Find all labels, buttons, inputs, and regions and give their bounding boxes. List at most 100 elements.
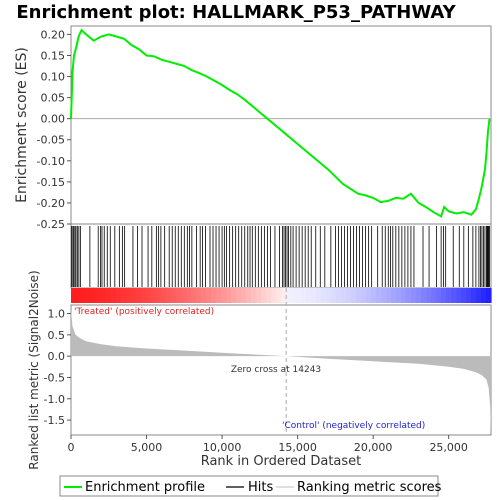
- color-bar-segment: [366, 288, 372, 303]
- metric-y-axis-label: Ranked list metric (Signal2Noise): [27, 270, 41, 469]
- metric-y-axis: 1.0 0.5 0.0 -0.5 -1.0 -1.5: [44, 308, 71, 427]
- legend-hits-label: Hits: [248, 480, 273, 495]
- color-bar-segment: [81, 288, 87, 303]
- color-bar-segment: [381, 288, 387, 303]
- color-bar-segment: [476, 288, 482, 303]
- color-bar-segment: [336, 288, 342, 303]
- color-bar-segment: [431, 288, 437, 303]
- color-bar-segment: [96, 288, 102, 303]
- es-y-tick-label: 0.10: [41, 71, 66, 84]
- color-bar-segment: [186, 288, 192, 303]
- color-bar-segment: [316, 288, 322, 303]
- color-bar-segment: [426, 288, 432, 303]
- color-bar-segment: [451, 288, 457, 303]
- metric-y-tick-label: 0.0: [48, 350, 66, 363]
- color-bar-segment: [231, 288, 237, 303]
- x-tick-label: 25,000: [429, 441, 468, 454]
- color-bar-segment: [466, 288, 472, 303]
- color-bar-segment: [461, 288, 467, 303]
- x-tick-label: 10,000: [203, 441, 242, 454]
- color-bar-segment: [256, 288, 262, 303]
- es-y-axis-label: Enrichment score (ES): [14, 47, 30, 203]
- color-bar-segment: [486, 288, 492, 303]
- color-bar-segment: [126, 288, 132, 303]
- color-bar-segment: [376, 288, 382, 303]
- color-bar-segment: [281, 288, 287, 303]
- hit-marks: [71, 226, 490, 287]
- es-y-axis: 0.20 0.15 0.10 0.05 0.00 -0.05 -0.10 -0.15 -0.20…: [37, 28, 71, 231]
- chart-title: Enrichment plot: HALLMARK_P53_PATHWAY: [16, 2, 456, 23]
- color-bar-segment: [76, 288, 82, 303]
- color-bar-segment: [71, 288, 77, 303]
- color-bar-segment: [111, 288, 117, 303]
- color-bar-segment: [331, 288, 337, 303]
- color-bar-segment: [471, 288, 477, 303]
- es-y-tick-label: -0.15: [37, 176, 65, 189]
- color-bar-segment: [306, 288, 312, 303]
- es-panel: [70, 25, 492, 225]
- color-bar-segment: [251, 288, 257, 303]
- color-bar-segment: [291, 288, 297, 303]
- metric-panel: [70, 304, 492, 436]
- color-bar-segment: [206, 288, 212, 303]
- color-bar-segment: [136, 288, 142, 303]
- es-y-tick-label: 0.20: [41, 28, 66, 41]
- color-bar-segment: [321, 288, 327, 303]
- legend-enrichment-label: Enrichment profile: [85, 480, 205, 495]
- color-bar-segment: [391, 288, 397, 303]
- color-bar-segment: [246, 288, 252, 303]
- color-bar-segment: [271, 288, 277, 303]
- color-bar-segment: [171, 288, 177, 303]
- color-bar-segment: [216, 288, 222, 303]
- rank-color-bar: [71, 288, 492, 303]
- color-bar-segment: [226, 288, 232, 303]
- color-bar-segment: [196, 288, 202, 303]
- legend-ranking-label: Ranking metric scores: [297, 480, 442, 495]
- metric-y-tick-label: -0.5: [44, 371, 65, 384]
- x-tick-label: 20,000: [354, 441, 393, 454]
- color-bar-segment: [341, 288, 347, 303]
- color-bar-segment: [236, 288, 242, 303]
- color-bar-segment: [386, 288, 392, 303]
- x-tick-label: 15,000: [278, 441, 317, 454]
- color-bar-segment: [356, 288, 362, 303]
- color-bar-segment: [411, 288, 417, 303]
- color-bar-segment: [371, 288, 377, 303]
- color-bar-segment: [141, 288, 147, 303]
- es-y-tick-label: 0.15: [41, 49, 66, 62]
- metric-y-tick-label: -1.0: [44, 393, 65, 406]
- color-bar-segment: [241, 288, 247, 303]
- treated-label: 'Treated' (positively correlated): [74, 307, 214, 317]
- es-y-tick-label: -0.05: [37, 134, 65, 147]
- color-bar-segment: [286, 288, 292, 303]
- color-bar-segment: [446, 288, 452, 303]
- x-tick-label: 5,000: [131, 441, 163, 454]
- color-bar-segment: [421, 288, 427, 303]
- color-bar-segment: [351, 288, 357, 303]
- zero-cross-label: Zero cross at 14243: [231, 365, 321, 375]
- color-bar-segment: [396, 288, 402, 303]
- color-bar-segment: [91, 288, 97, 303]
- color-bar-segment: [121, 288, 127, 303]
- color-bar-segment: [401, 288, 407, 303]
- color-bar-segment: [276, 288, 282, 303]
- color-bar-segment: [176, 288, 182, 303]
- enrichment-profile-line: [70, 28, 491, 218]
- color-bar-segment: [296, 288, 302, 303]
- color-bar-segment: [221, 288, 227, 303]
- color-bar-segment: [301, 288, 307, 303]
- color-bar-segment: [201, 288, 207, 303]
- color-bar-segment: [481, 288, 487, 303]
- metric-y-tick-label: 1.0: [48, 308, 66, 321]
- color-bar-segment: [101, 288, 107, 303]
- es-y-tick-label: 0.00: [41, 113, 66, 126]
- color-bar-segment: [261, 288, 267, 303]
- color-bar-segment: [161, 288, 167, 303]
- color-bar-segment: [326, 288, 332, 303]
- color-bar-segment: [346, 288, 352, 303]
- es-y-tick-label: 0.05: [41, 92, 66, 105]
- es-y-tick-label: -0.20: [37, 197, 65, 210]
- color-bar-segment: [456, 288, 462, 303]
- color-bar-segment: [361, 288, 367, 303]
